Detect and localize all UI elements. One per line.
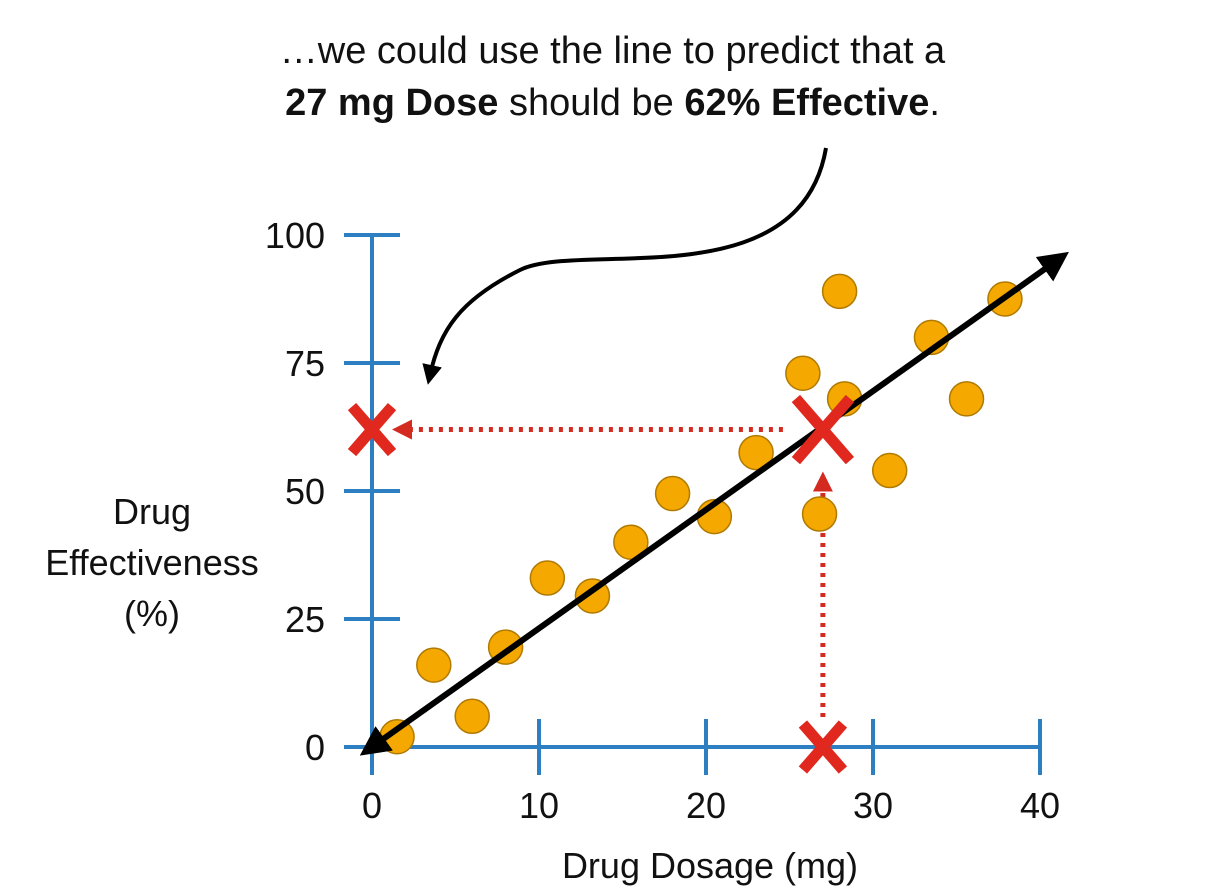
data-point <box>416 647 452 683</box>
data-point <box>821 273 858 310</box>
y-tick-label: 0 <box>305 727 325 768</box>
prediction-markers <box>347 394 855 774</box>
data-point <box>785 355 821 391</box>
x-marker-stroke <box>798 720 848 774</box>
y-tick-label: 50 <box>285 471 325 512</box>
x-tick-label: 10 <box>519 785 559 826</box>
y-axis-label: Drug Effectiveness (%) <box>45 491 258 634</box>
x-axis-dose-marker <box>798 720 848 774</box>
x-axis-label: Drug Dosage (mg) <box>562 845 858 886</box>
x-tick-label: 40 <box>1020 785 1060 826</box>
y-axis-label-line-1: Drug <box>113 491 191 532</box>
fit-line-group <box>359 251 1069 756</box>
tick-labels: 0 25 50 75 100 0 10 20 30 40 <box>265 215 1060 826</box>
annotation-connector: should be <box>498 82 685 124</box>
annotation-period: . <box>929 82 940 124</box>
y-tick-label: 75 <box>285 343 325 384</box>
annotation-line-2: 27 mg Dose should be 62% Effective. <box>0 82 1225 125</box>
predicted-point-marker <box>791 394 855 465</box>
x-tick-label: 30 <box>853 785 893 826</box>
x-marker-stroke <box>791 394 855 465</box>
y-axis-label-line-2: Effectiveness <box>45 542 258 583</box>
x-tick-label: 0 <box>362 785 382 826</box>
y-tick-label: 25 <box>285 599 325 640</box>
data-point <box>801 496 838 532</box>
y-axis-label-line-3: (%) <box>124 593 180 634</box>
y-axis-effectiveness-marker <box>347 402 397 457</box>
annotation-line-1: …we could use the line to predict that a <box>279 30 946 72</box>
callout-arrow <box>422 147 828 385</box>
data-point <box>529 560 566 596</box>
x-tick-label: 20 <box>686 785 726 826</box>
x-marker-stroke <box>347 402 397 457</box>
y-tick-label: 100 <box>265 215 325 256</box>
data-point <box>654 475 691 512</box>
data-point <box>948 381 985 417</box>
data-point <box>454 698 490 735</box>
annotation-effectiveness: 62% Effective <box>684 82 930 124</box>
data-point <box>871 452 908 489</box>
fit-line <box>359 251 1069 756</box>
annotation-dose: 27 mg Dose <box>285 82 499 124</box>
